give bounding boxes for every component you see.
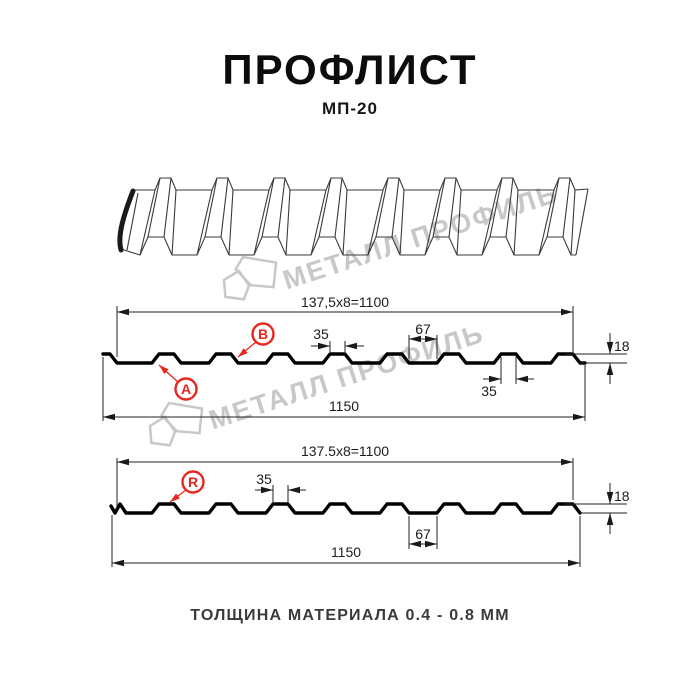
dim-label-height: 18 (614, 338, 630, 354)
label-a-text: A (181, 381, 191, 397)
sheet-3d-view (117, 177, 589, 256)
dim-label-height: 18 (614, 488, 630, 504)
dimension-height-18: 18 (565, 483, 630, 534)
dim-label-crest: 35 (256, 471, 272, 487)
page-title: ПРОФЛИСТ (222, 46, 478, 93)
dimension-overall-1150-bottom: 1150 (111, 515, 581, 567)
sheet-cut-edge (117, 188, 136, 253)
dimension-height-18-top: 18 (565, 333, 630, 384)
label-b-text: B (258, 326, 268, 342)
dim-label-valley: 67 (415, 526, 431, 542)
dimension-crest-35-top: 35 (311, 326, 364, 352)
dim-label-overall: 1150 (329, 398, 359, 414)
profile-section-bottom: 137.5x8=1100 35 67 18 (109, 443, 630, 567)
brand-logo-icon (222, 255, 278, 301)
dim-label-valley: 67 (415, 321, 431, 337)
page-subtitle: МП-20 (322, 99, 378, 118)
dimension-pitch-bottom: 137.5x8=1100 (116, 443, 574, 508)
side-label-r: R (169, 470, 205, 503)
dimension-valley-67: 67 (408, 516, 438, 549)
dimension-crest-35-bottom: 35 (481, 357, 534, 399)
profile-outline-top (101, 352, 587, 365)
dimension-crest-35: 35 (255, 471, 306, 502)
side-label-a: A (158, 364, 198, 401)
profile-outline-bottom (109, 502, 582, 515)
side-label-b: B (237, 322, 275, 358)
dim-label-crest-bottom: 35 (481, 383, 497, 399)
thickness-note: ТОЛЩИНА МАТЕРИАЛА 0.4 - 0.8 ММ (190, 607, 510, 624)
dim-label-overall: 1150 (331, 544, 361, 560)
dimension-valley-67-top: 67 (408, 321, 438, 359)
profile-section-top: 137,5x8=1100 35 67 18 (101, 294, 630, 421)
label-r-text: R (188, 474, 198, 490)
dim-label-crest: 35 (313, 326, 329, 342)
dim-label-pitch: 137,5x8=1100 (301, 294, 389, 310)
dim-label-pitch: 137.5x8=1100 (301, 443, 389, 459)
dimension-overall-1150-top: 1150 (102, 357, 586, 421)
dimension-pitch-top: 137,5x8=1100 (116, 294, 574, 357)
